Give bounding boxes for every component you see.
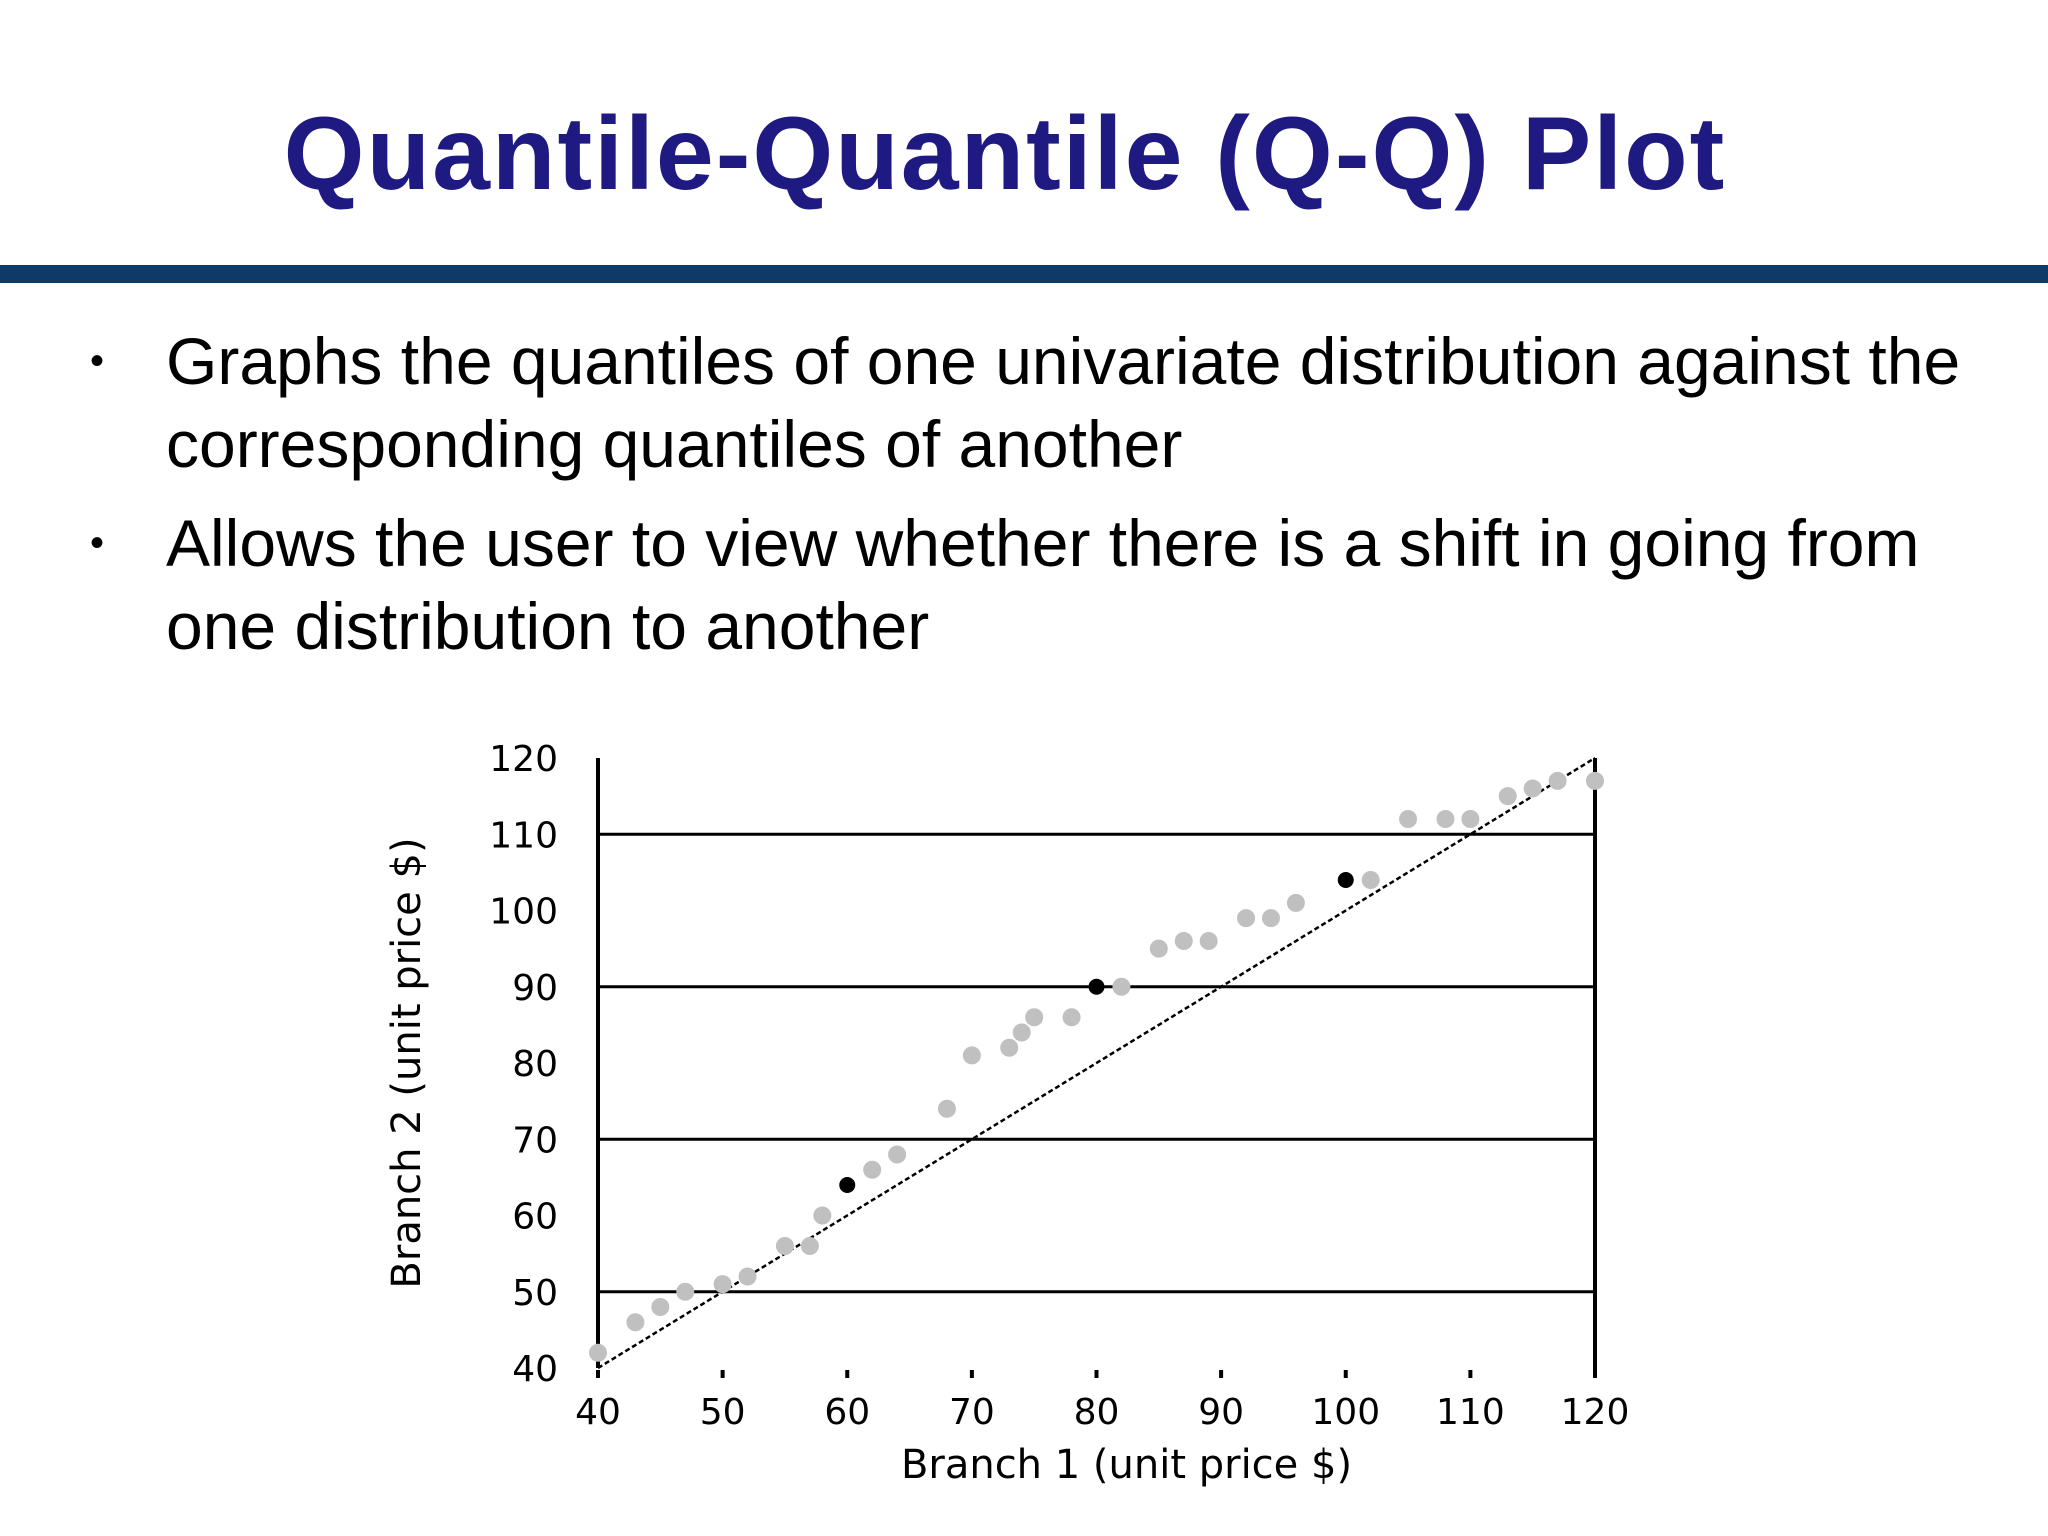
bullet-item: • Graphs the quantiles of one univariate… [80,320,2000,486]
y-tick-label: 80 [512,1044,558,1085]
highlight-point [1088,978,1105,995]
y-tick-label: 110 [489,815,558,856]
data-point [1286,893,1305,912]
bullet-marker: • [90,521,105,565]
highlight-point [1337,872,1354,888]
data-point [1012,1023,1031,1042]
reference-line [597,756,1596,1370]
data-point [1062,1008,1081,1027]
title-divider [0,265,2048,283]
data-point [1149,939,1168,958]
bullet-text: Graphs the quantiles of one univariate d… [166,324,1961,481]
data-point [813,1206,832,1225]
y-tick-label: 60 [512,1197,558,1238]
x-tick-label: 50 [700,1392,746,1433]
x-tick-label: 70 [949,1392,995,1433]
bullet-item: • Allows the user to view whether there … [80,502,2000,668]
data-point [962,1046,981,1065]
data-point [1436,810,1455,828]
data-point [1112,977,1131,996]
x-tick-label: 60 [824,1392,870,1433]
data-point [863,1160,882,1179]
highlight-point [839,1177,856,1193]
data-point [651,1298,670,1316]
slide-title: Quantile-Quantile (Q-Q) Plot [283,96,1727,212]
data-point [1199,932,1218,950]
data-point [1548,771,1567,790]
bullet-list: • Graphs the quantiles of one univariate… [80,320,2000,684]
x-tick-label: 100 [1311,1392,1380,1433]
data-point [1000,1038,1019,1057]
data-point [1498,787,1517,806]
y-tick-label: 50 [512,1273,558,1314]
data-point [713,1275,732,1294]
x-axis-label: Branch 1 (unit price $) [901,1442,1352,1488]
data-point [888,1145,907,1164]
x-tick-label: 40 [575,1392,621,1433]
x-tick-label: 120 [1561,1392,1630,1433]
y-tick-label: 70 [512,1120,558,1161]
data-point [1261,909,1280,928]
x-tick-label: 90 [1198,1392,1244,1433]
data-point [1237,909,1256,928]
bullet-marker: • [90,339,105,383]
data-point [589,1343,607,1362]
data-point [775,1237,794,1255]
data-point [676,1282,695,1301]
data-point [800,1237,819,1255]
data-point [738,1267,757,1286]
bullet-text: Allows the user to view whether there is… [166,506,1920,663]
data-point [626,1313,645,1332]
data-point [937,1099,956,1118]
data-point [1025,1008,1044,1027]
data-point [1174,932,1193,950]
y-tick-label: 100 [489,892,558,933]
data-point [1586,771,1604,790]
y-axis-label: Branch 2 (unit price $) [384,837,430,1288]
data-point [1461,810,1480,828]
data-point [1399,810,1418,828]
data-point [1523,779,1542,798]
y-tick-label: 120 [489,739,558,780]
qq-plot: 40 50 60 70 80 90 100 110 120 40 50 60 70 80 90 100 110 1… [384,739,1630,1488]
data-point [1361,871,1380,889]
x-tick-label: 80 [1074,1392,1120,1433]
y-tick-label: 90 [512,968,558,1009]
y-tick-label: 40 [512,1349,558,1390]
x-tick-label: 110 [1436,1392,1505,1433]
